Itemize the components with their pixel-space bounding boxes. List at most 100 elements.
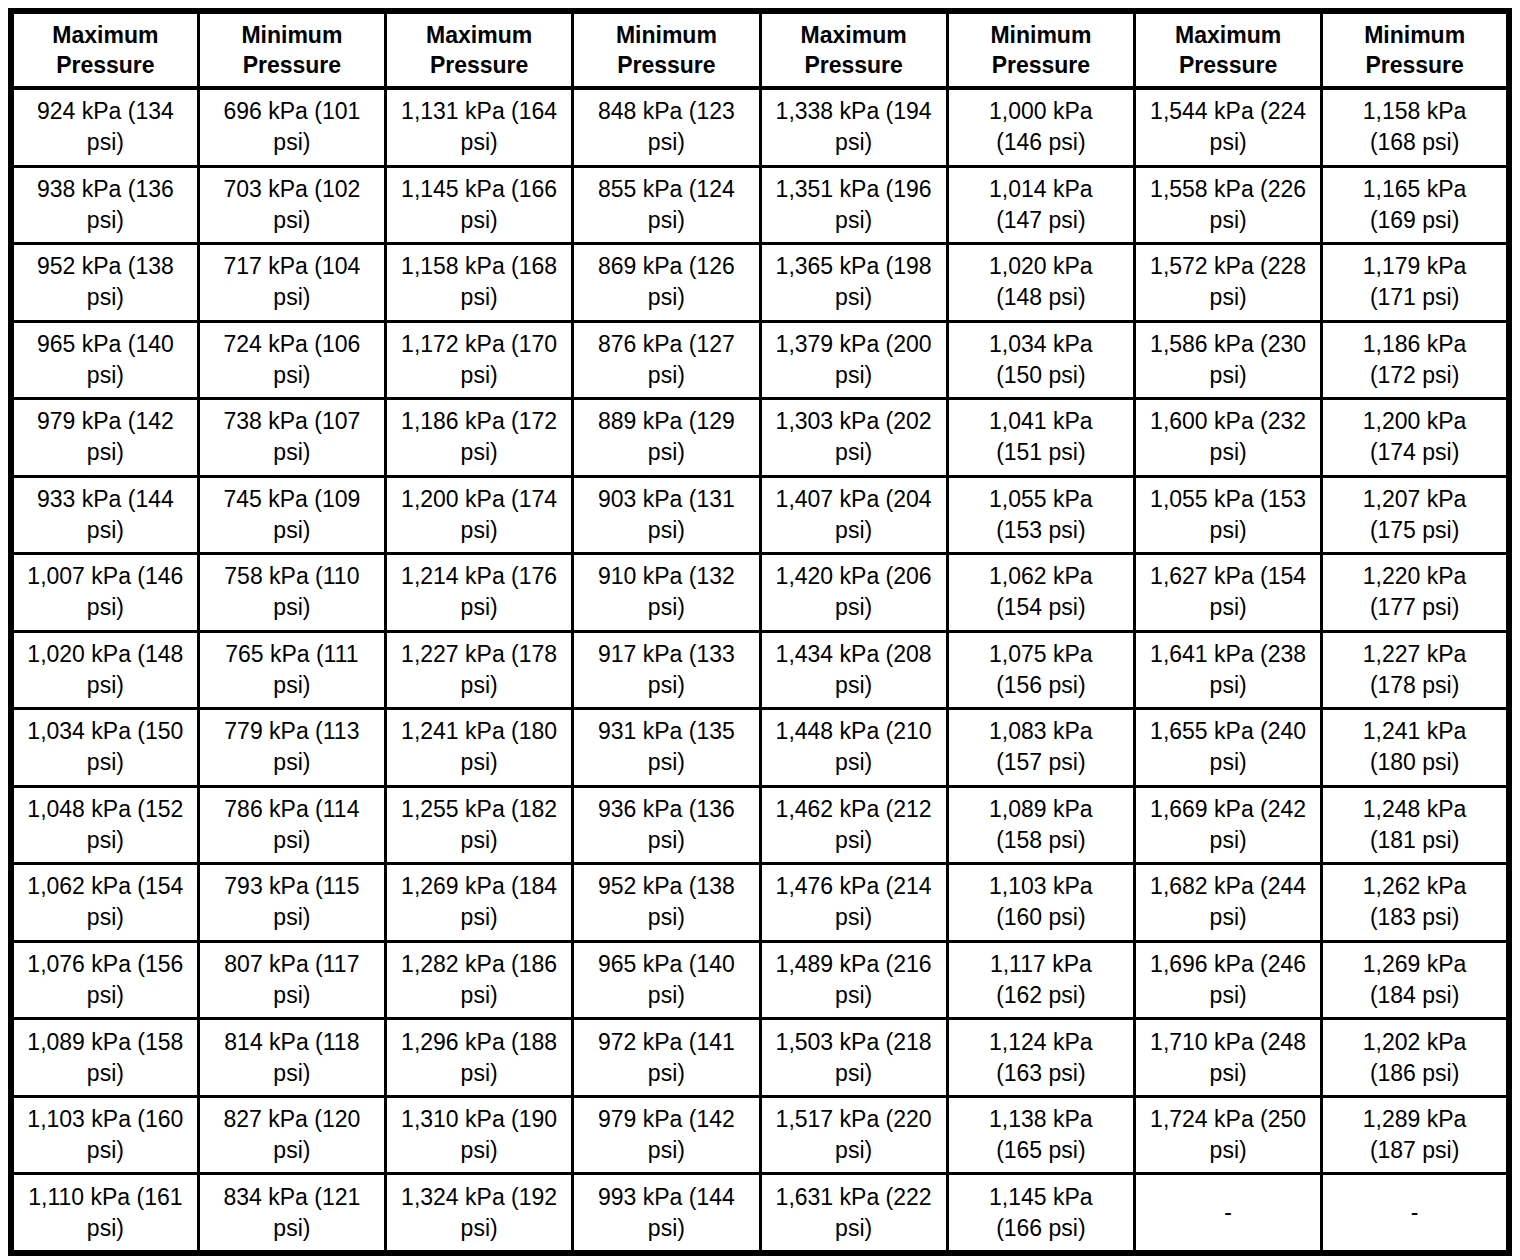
table-row: 979 kPa (142 psi)738 kPa (107 psi)1,186 … — [11, 399, 1509, 477]
table-cell: 1,303 kPa (202 psi) — [760, 399, 947, 477]
table-cell: 1,041 kPa (151 psi) — [947, 399, 1134, 477]
table-row: 933 kPa (144 psi)745 kPa (109 psi)1,200 … — [11, 476, 1509, 554]
table-cell: 827 kPa (120 psi) — [198, 1096, 385, 1174]
table-cell: 1,103 kPa (160 psi) — [11, 1096, 198, 1174]
table-cell: 952 kPa (138 psi) — [11, 244, 198, 322]
table-cell: 1,089 kPa (158 psi) — [11, 1019, 198, 1097]
table-cell: 1,407 kPa (204 psi) — [760, 476, 947, 554]
table-cell: 1,262 kPa (183 psi) — [1322, 864, 1509, 942]
table-cell: 1,110 kPa (161 psi) — [11, 1174, 198, 1253]
column-header: Minimum Pressure — [198, 11, 385, 88]
table-cell: 1,202 kPa (186 psi) — [1322, 1019, 1509, 1097]
table-header: Maximum PressureMinimum PressureMaximum … — [11, 11, 1509, 88]
column-header: Minimum Pressure — [573, 11, 760, 88]
table-cell: 1,179 kPa (171 psi) — [1322, 244, 1509, 322]
table-cell: 1,448 kPa (210 psi) — [760, 709, 947, 787]
table-cell: 745 kPa (109 psi) — [198, 476, 385, 554]
table-cell: 1,020 kPa (148 psi) — [11, 631, 198, 709]
table-cell: 1,669 kPa (242 psi) — [1135, 786, 1322, 864]
table-cell: 758 kPa (110 psi) — [198, 554, 385, 632]
table-cell: 1,600 kPa (232 psi) — [1135, 399, 1322, 477]
table-cell: 1,627 kPa (154 psi) — [1135, 554, 1322, 632]
table-cell: 724 kPa (106 psi) — [198, 321, 385, 399]
table-cell: 1,055 kPa (153 psi) — [947, 476, 1134, 554]
table-cell: 834 kPa (121 psi) — [198, 1174, 385, 1253]
table-cell: 1,462 kPa (212 psi) — [760, 786, 947, 864]
table-cell: 1,696 kPa (246 psi) — [1135, 941, 1322, 1019]
table-cell: 1,117 kPa (162 psi) — [947, 941, 1134, 1019]
table-cell: 1,631 kPa (222 psi) — [760, 1174, 947, 1253]
table-cell: 933 kPa (144 psi) — [11, 476, 198, 554]
table-cell: 1,145 kPa (166 psi) — [386, 166, 573, 244]
table-cell: 1,296 kPa (188 psi) — [386, 1019, 573, 1097]
table-cell: 1,517 kPa (220 psi) — [760, 1096, 947, 1174]
table-cell: 1,034 kPa (150 psi) — [11, 709, 198, 787]
table-cell: 1,227 kPa (178 psi) — [1322, 631, 1509, 709]
table-cell: 1,365 kPa (198 psi) — [760, 244, 947, 322]
table-cell: 696 kPa (101 psi) — [198, 88, 385, 166]
table-cell: 936 kPa (136 psi) — [573, 786, 760, 864]
table-row: 924 kPa (134 psi)696 kPa (101 psi)1,131 … — [11, 88, 1509, 166]
table-cell: 1,075 kPa (156 psi) — [947, 631, 1134, 709]
table-cell: 1,165 kPa (169 psi) — [1322, 166, 1509, 244]
table-cell: 1,158 kPa (168 psi) — [386, 244, 573, 322]
table-cell: 924 kPa (134 psi) — [11, 88, 198, 166]
table-cell: 1,055 kPa (153 psi) — [1135, 476, 1322, 554]
table-cell: 1,558 kPa (226 psi) — [1135, 166, 1322, 244]
table-cell: 889 kPa (129 psi) — [573, 399, 760, 477]
table-cell: 869 kPa (126 psi) — [573, 244, 760, 322]
table-cell: 1,124 kPa (163 psi) — [947, 1019, 1134, 1097]
table-cell: 1,020 kPa (148 psi) — [947, 244, 1134, 322]
table-cell: 1,241 kPa (180 psi) — [386, 709, 573, 787]
table-row: 1,034 kPa (150 psi)779 kPa (113 psi)1,24… — [11, 709, 1509, 787]
table-cell: 1,682 kPa (244 psi) — [1135, 864, 1322, 942]
table-cell: 952 kPa (138 psi) — [573, 864, 760, 942]
table-cell: 1,489 kPa (216 psi) — [760, 941, 947, 1019]
table-cell: 1,000 kPa (146 psi) — [947, 88, 1134, 166]
table-cell: 786 kPa (114 psi) — [198, 786, 385, 864]
table-cell: 1,269 kPa (184 psi) — [386, 864, 573, 942]
table-cell: 1,172 kPa (170 psi) — [386, 321, 573, 399]
table-row: 1,089 kPa (158 psi)814 kPa (118 psi)1,29… — [11, 1019, 1509, 1097]
table-cell: - — [1135, 1174, 1322, 1253]
table-cell: 1,062 kPa (154 psi) — [11, 864, 198, 942]
table-cell: 793 kPa (115 psi) — [198, 864, 385, 942]
table-row: 965 kPa (140 psi)724 kPa (106 psi)1,172 … — [11, 321, 1509, 399]
table-row: 1,076 kPa (156 psi)807 kPa (117 psi)1,28… — [11, 941, 1509, 1019]
table-cell: 1,214 kPa (176 psi) — [386, 554, 573, 632]
table-row: 1,020 kPa (148 psi)765 kPa (111 psi) 1,22… — [11, 631, 1509, 709]
table-cell: 1,145 kPa (166 psi) — [947, 1174, 1134, 1253]
column-header: Minimum Pressure — [947, 11, 1134, 88]
table-cell: 1,062 kPa (154 psi) — [947, 554, 1134, 632]
table-cell: 1,186 kPa (172 psi) — [1322, 321, 1509, 399]
table-cell: 1,138 kPa (165 psi) — [947, 1096, 1134, 1174]
table-cell: 1,641 kPa (238 psi) — [1135, 631, 1322, 709]
table-cell: 965 kPa (140 psi) — [11, 321, 198, 399]
table-cell: 738 kPa (107 psi) — [198, 399, 385, 477]
table-cell: 903 kPa (131 psi) — [573, 476, 760, 554]
table-cell: 979 kPa (142 psi) — [573, 1096, 760, 1174]
column-header: Maximum Pressure — [386, 11, 573, 88]
table-cell: 1,351 kPa (196 psi) — [760, 166, 947, 244]
table-cell: 814 kPa (118 psi) — [198, 1019, 385, 1097]
table-cell: 1,034 kPa (150 psi) — [947, 321, 1134, 399]
table-cell: 1,083 kPa (157 psi) — [947, 709, 1134, 787]
table-cell: 765 kPa (111 psi) — [198, 631, 385, 709]
header-row: Maximum PressureMinimum PressureMaximum … — [11, 11, 1509, 88]
table-cell: 1,220 kPa (177 psi) — [1322, 554, 1509, 632]
table-cell: 779 kPa (113 psi) — [198, 709, 385, 787]
table-cell: 931 kPa (135 psi) — [573, 709, 760, 787]
column-header: Maximum Pressure — [760, 11, 947, 88]
table-cell: 1,158 kPa (168 psi) — [1322, 88, 1509, 166]
table-cell: 1,710 kPa (248 psi) — [1135, 1019, 1322, 1097]
table-cell: 1,324 kPa (192 psi) — [386, 1174, 573, 1253]
table-row: 952 kPa (138 psi)717 kPa (104 psi)1,158 … — [11, 244, 1509, 322]
table-cell: 979 kPa (142 psi) — [11, 399, 198, 477]
table-cell: 1,241 kPa (180 psi) — [1322, 709, 1509, 787]
table-cell: 1,289 kPa (187 psi) — [1322, 1096, 1509, 1174]
table-cell: 972 kPa (141 psi) — [573, 1019, 760, 1097]
table-cell: 1,420 kPa (206 psi) — [760, 554, 947, 632]
table-cell: 1,207 kPa (175 psi) — [1322, 476, 1509, 554]
table-cell: 1,048 kPa (152 psi) — [11, 786, 198, 864]
table-cell: 1,255 kPa (182 psi) — [386, 786, 573, 864]
